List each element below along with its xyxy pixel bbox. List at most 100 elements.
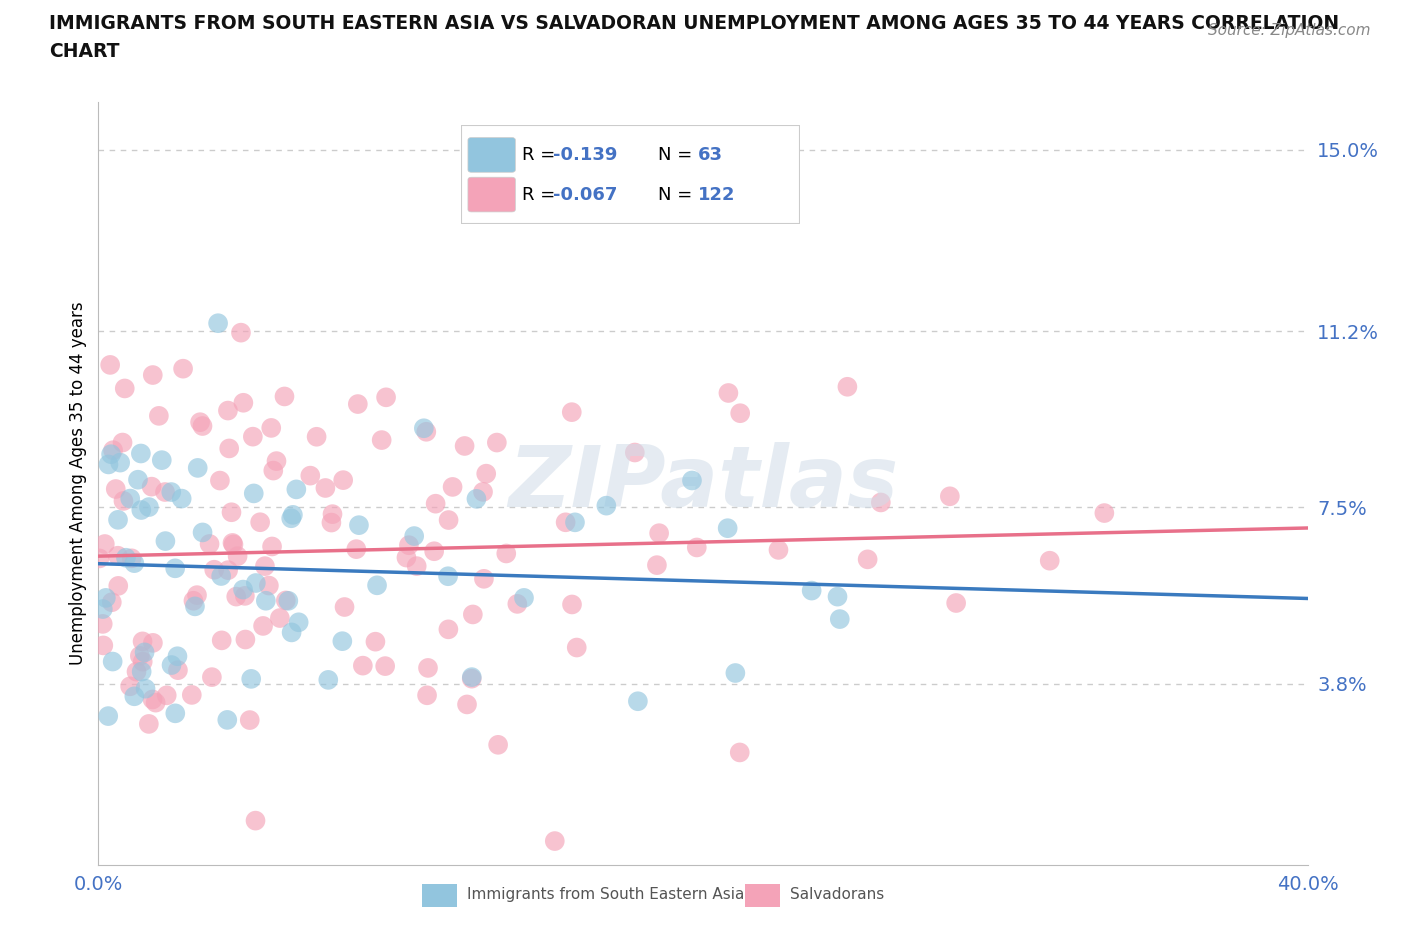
Point (115, 551, 138, 565)
Point (332, 472, 354, 487)
Point (138, 499, 160, 514)
Point (142, 692, 165, 707)
Point (827, 590, 849, 604)
Point (107, 549, 129, 564)
FancyBboxPatch shape (420, 883, 458, 908)
Point (465, 491, 488, 506)
Point (91, 638, 114, 653)
Point (242, 430, 264, 445)
Point (217, 403, 239, 418)
Point (437, 569, 460, 584)
Point (321, 515, 343, 530)
Point (681, 473, 703, 488)
Point (945, 595, 967, 610)
Point (939, 489, 962, 504)
Point (221, 505, 243, 520)
Point (405, 559, 427, 574)
Point (112, 494, 135, 509)
Point (94, 591, 117, 605)
Point (416, 660, 439, 675)
Point (240, 671, 263, 686)
Point (472, 485, 495, 499)
Point (239, 712, 262, 727)
Point (172, 361, 194, 376)
Point (180, 687, 202, 702)
Point (717, 386, 740, 401)
Point (156, 688, 179, 703)
Point (138, 716, 160, 731)
Point (188, 415, 211, 430)
Point (561, 597, 583, 612)
Point (564, 515, 586, 530)
Text: Immigrants from South Eastern Asia: Immigrants from South Eastern Asia (467, 887, 744, 902)
Point (869, 495, 891, 510)
Point (425, 497, 447, 512)
Point (544, 833, 567, 848)
Point (232, 582, 254, 597)
Point (266, 454, 288, 469)
Point (226, 549, 249, 564)
Point (437, 622, 460, 637)
Point (352, 658, 374, 673)
Text: CHART: CHART (49, 42, 120, 60)
Text: Source: ZipAtlas.com: Source: ZipAtlas.com (1208, 23, 1371, 38)
Point (145, 696, 167, 711)
Point (127, 472, 149, 487)
Point (232, 395, 254, 410)
Point (222, 537, 245, 551)
Point (141, 479, 163, 494)
Point (142, 367, 165, 382)
Point (165, 706, 187, 721)
Point (217, 563, 239, 578)
Point (423, 544, 446, 559)
Point (97, 457, 120, 472)
Text: IMMIGRANTS FROM SOUTH EASTERN ASIA VS SALVADORAN UNEMPLOYMENT AMONG AGES 35 TO 4: IMMIGRANTS FROM SOUTH EASTERN ASIA VS SA… (49, 14, 1340, 33)
Point (627, 694, 650, 709)
Point (717, 521, 740, 536)
Point (218, 441, 240, 456)
Point (148, 408, 170, 423)
Point (554, 515, 576, 530)
Point (441, 480, 464, 495)
Point (120, 491, 142, 506)
Point (415, 424, 437, 439)
Point (475, 466, 498, 481)
Point (330, 633, 353, 648)
Point (728, 405, 751, 420)
Point (100, 446, 122, 461)
Point (132, 654, 155, 669)
Point (221, 536, 243, 551)
Point (184, 599, 207, 614)
Point (124, 556, 146, 571)
Text: ZIPatlas: ZIPatlas (508, 442, 898, 525)
Point (260, 420, 283, 435)
Point (828, 612, 851, 627)
Point (513, 591, 536, 605)
Point (253, 559, 276, 574)
Point (366, 578, 388, 592)
Point (191, 525, 214, 539)
Point (316, 672, 339, 687)
Point (94, 537, 117, 551)
Point (314, 481, 336, 496)
Point (183, 593, 205, 608)
Point (166, 649, 188, 664)
Point (129, 446, 152, 461)
Point (686, 540, 709, 555)
Point (201, 670, 224, 684)
Point (235, 632, 257, 647)
Point (101, 443, 124, 458)
Point (202, 563, 225, 578)
Point (856, 551, 879, 566)
Point (217, 712, 239, 727)
Point (472, 571, 495, 586)
FancyBboxPatch shape (744, 883, 782, 908)
Point (595, 498, 617, 513)
Point (370, 432, 392, 447)
Point (89, 551, 111, 565)
Point (135, 682, 157, 697)
Point (155, 534, 177, 549)
Point (211, 633, 233, 648)
Point (485, 435, 508, 450)
Point (277, 593, 299, 608)
